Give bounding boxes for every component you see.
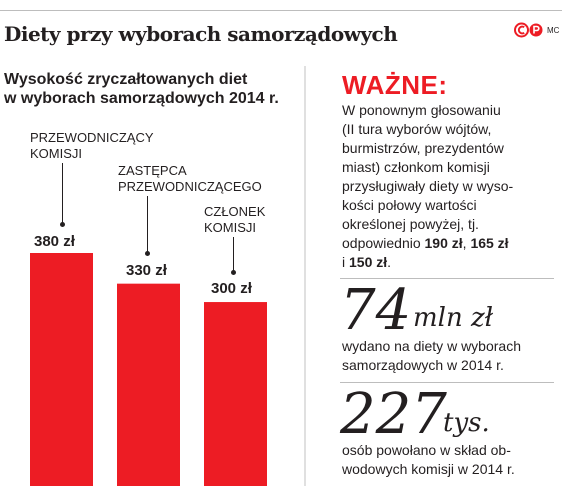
fact-unit-tys: tys.	[443, 408, 490, 438]
category-label-line: KOMISJI	[30, 146, 83, 161]
bar-value-label: 380 zł	[34, 233, 75, 250]
bar-2	[117, 283, 180, 486]
fact-line: wydano na diety w wyborach	[342, 338, 521, 354]
category-label-line: PRZEWODNICZĄCEGO	[118, 179, 262, 194]
wazne-text-fragment: odpowiednio	[342, 235, 425, 251]
leader-dot	[231, 270, 236, 275]
fact-number-74: 74	[340, 278, 412, 343]
bar-3	[204, 302, 267, 486]
category-label-czlonek: CZŁONEK KOMISJI	[204, 204, 265, 236]
bar-chart	[30, 253, 267, 486]
fact-line: osób powołano w skład ob-	[342, 442, 511, 458]
category-label-line: CZŁONEK	[204, 204, 266, 219]
top-rule	[0, 10, 562, 11]
wazne-heading: WAŻNE:	[342, 70, 448, 100]
wazne-line: i 150 zł.	[342, 253, 554, 272]
column-divider	[304, 66, 306, 486]
leader-line	[233, 237, 234, 272]
wazne-line: (II tura wyborów wójtów,	[342, 121, 492, 137]
cp-logo-icon	[514, 22, 543, 38]
fact-description-1: wydano na diety w wyborach samorządowych…	[342, 337, 554, 375]
wazne-line: miast) członkom komisji	[342, 159, 490, 175]
section-separator	[340, 382, 554, 383]
category-label-zastepca: ZASTĘPCA PRZEWODNICZĄCEGO	[118, 163, 262, 195]
category-label-line: PRZEWODNICZĄCY	[30, 130, 154, 145]
wazne-text-fragment: i	[342, 254, 349, 270]
amount-165: 165 zł	[470, 235, 509, 251]
leader-line	[147, 196, 148, 253]
category-label-line: KOMISJI	[204, 220, 257, 235]
page-title: Diety przy wyborach samorządowych	[4, 22, 398, 46]
wazne-line: przysługiwały diety w wyso-	[342, 178, 514, 194]
wazne-line: określonej powyżej, tj.	[342, 216, 479, 232]
subtitle-line-1: Wysokość zryczałtowanych diet	[4, 71, 248, 88]
bar-1	[30, 253, 93, 486]
wazne-line: kości połowy wartości	[342, 197, 477, 213]
fact-line: samorządowych w 2014 r.	[342, 357, 504, 373]
fact-unit-mln: mln zł	[413, 303, 494, 333]
fact-line: wodowych komisji w 2014 r.	[342, 461, 515, 477]
subtitle-line-2: w wyborach samorządowych 2014 r.	[4, 90, 279, 107]
fact-description-2: osób powołano w skład ob- wodowych komis…	[342, 441, 554, 479]
leader-dot	[145, 251, 150, 256]
category-label-przewodniczacy: PRZEWODNICZĄCY KOMISJI	[30, 130, 154, 162]
chart-subtitle: Wysokość zryczałtowanych diet w wyborach…	[4, 70, 304, 108]
bar-value-label: 300 zł	[211, 280, 252, 297]
leader-dot	[60, 222, 65, 227]
category-label-line: ZASTĘPCA	[118, 163, 187, 178]
leader-line	[62, 163, 63, 225]
wazne-line: burmistrzów, prezydentów	[342, 140, 504, 156]
section-separator	[340, 278, 554, 279]
wazne-text: W ponownym głosowaniu (II tura wyborów w…	[342, 101, 554, 272]
wazne-line: odpowiednio 190 zł, 165 zł	[342, 234, 554, 253]
wazne-text-fragment: .	[387, 254, 392, 270]
amount-150: 150 zł	[349, 254, 388, 270]
logo-text: MC	[547, 26, 560, 35]
wazne-line: W ponownym głosowaniu	[342, 102, 501, 118]
fact-number-227: 227	[340, 382, 447, 447]
bar-value-label: 330 zł	[126, 262, 167, 279]
wazne-text-fragment: ,	[462, 235, 471, 251]
amount-190: 190 zł	[424, 235, 463, 251]
